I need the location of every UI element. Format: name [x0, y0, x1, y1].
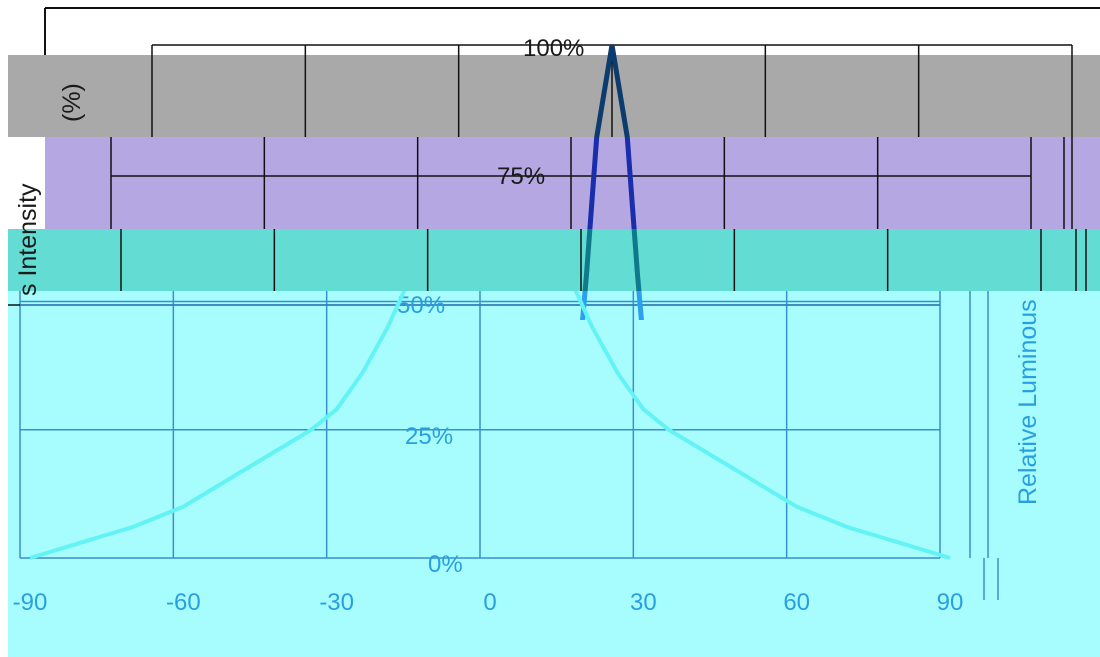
y-tick-label-1: 25% [405, 423, 453, 450]
y-tick-label-3: 75% [497, 163, 545, 190]
x-tick-label-4: 30 [630, 589, 657, 616]
y-tick-label-0: 0% [428, 551, 463, 578]
x-tick-label-2: -30 [319, 589, 354, 616]
x-tick-label-5: 60 [783, 589, 810, 616]
x-tick-label-1: -60 [166, 589, 201, 616]
y-tick-label-2: 50% [397, 292, 445, 319]
band-cyan [8, 291, 1100, 657]
band-teal [8, 229, 1100, 291]
series-2-line [29, 291, 951, 560]
y-tick-label-4: 100% [523, 35, 584, 62]
x-tick-label-3: 0 [483, 589, 496, 616]
y-axis-title-left-mid: s Intensity [14, 183, 42, 296]
y-axis-title-left-top: (%) [58, 83, 86, 122]
band-purple [45, 137, 1100, 229]
x-tick-label-0: -90 [13, 589, 48, 616]
x-tick-label-6: 90 [937, 589, 964, 616]
y-axis-title-right: Relative Luminous [1014, 299, 1042, 505]
